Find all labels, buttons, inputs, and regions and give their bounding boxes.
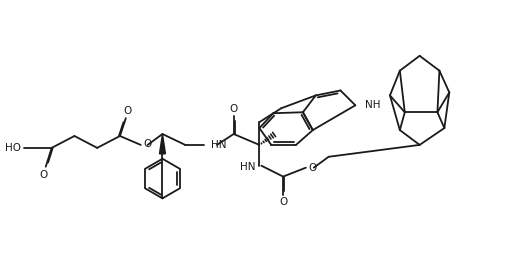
- Text: O: O: [124, 106, 132, 116]
- Polygon shape: [160, 134, 165, 154]
- Text: O: O: [144, 139, 152, 149]
- Text: NH: NH: [365, 100, 381, 110]
- Text: O: O: [40, 170, 48, 180]
- Text: O: O: [229, 104, 238, 114]
- Text: HO: HO: [5, 143, 21, 153]
- Text: O: O: [309, 163, 317, 173]
- Text: O: O: [279, 197, 287, 207]
- Text: HN: HN: [240, 162, 255, 172]
- Text: HN: HN: [211, 140, 226, 150]
